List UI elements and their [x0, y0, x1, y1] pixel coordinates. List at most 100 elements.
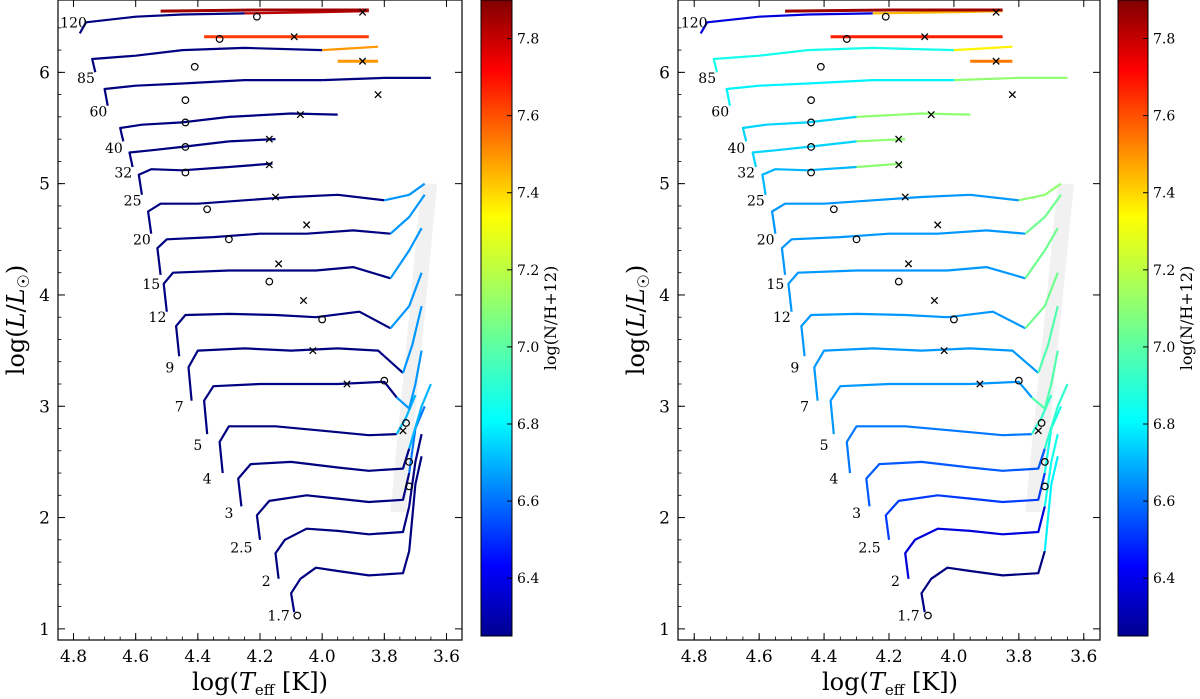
colorbar-tick-label: 7.6	[517, 109, 539, 125]
track-1.7-late	[1043, 456, 1059, 552]
mass-label-120: 120	[681, 15, 708, 31]
y-tick-label: 6	[659, 63, 670, 83]
track-12-main	[162, 266, 391, 312]
track-15-late	[389, 194, 426, 235]
y-tick-label: 1	[39, 620, 50, 640]
track-12-main	[787, 266, 1026, 312]
cross-marker	[895, 135, 903, 143]
right-tracks	[699, 8, 1069, 613]
mass-label-20: 20	[133, 232, 151, 248]
y-tick-label: 2	[39, 509, 50, 529]
y-tick-label: 4	[39, 286, 50, 306]
x-tick-label: 3.8	[371, 647, 398, 667]
track-40-late	[228, 112, 338, 118]
mass-label-4: 4	[829, 472, 838, 488]
cross-marker	[296, 110, 305, 119]
cross-marker	[895, 161, 903, 169]
track-1.7-main	[920, 550, 1046, 613]
circle-marker	[293, 611, 302, 620]
colorbar-tick-label: 6.6	[517, 494, 539, 510]
colorbar-tick-label: 7.4	[517, 186, 539, 202]
track-85-late	[953, 45, 1013, 52]
mass-label-12: 12	[773, 310, 791, 326]
mass-label-120: 120	[60, 15, 87, 31]
mass-label-85: 85	[698, 71, 716, 87]
cross-marker	[271, 193, 280, 201]
left-plot-frame	[57, 0, 463, 641]
circle-marker	[1037, 419, 1046, 427]
mass-label-32: 32	[114, 166, 132, 182]
y-tick-label: 2	[659, 509, 670, 529]
track-25-main	[137, 165, 229, 195]
track-60-main	[725, 78, 954, 106]
circle-marker	[181, 143, 190, 151]
track-9-main	[175, 310, 392, 357]
mass-label-60: 60	[711, 104, 729, 120]
mass-label-25: 25	[124, 193, 142, 209]
cross-marker	[921, 33, 929, 41]
circle-marker	[215, 35, 224, 43]
track-1.7-main	[290, 550, 411, 613]
x-tick-label: 4.0	[940, 647, 967, 667]
cross-marker	[930, 296, 939, 305]
mass-label-5: 5	[193, 438, 202, 454]
circle-marker	[1040, 458, 1049, 466]
cross-marker	[927, 110, 935, 119]
track-2-late	[1043, 433, 1059, 507]
circle-marker	[203, 205, 212, 214]
track-2-main	[274, 506, 411, 579]
circle-marker	[405, 482, 414, 491]
track-9-main	[800, 310, 1026, 357]
cross-marker	[358, 57, 367, 65]
mass-label-2: 2	[891, 574, 900, 590]
x-tick-label: 4.8	[60, 647, 87, 667]
x-tick-label: 4.6	[122, 647, 149, 667]
right-colorbar-label: log(N/H+12)	[1177, 266, 1196, 371]
circle-marker	[181, 118, 190, 127]
y-tick-label: 5	[659, 175, 670, 195]
x-tick-label: 4.2	[875, 647, 902, 667]
x-tick-label: 3.6	[1070, 647, 1097, 667]
colorbar-tick-label: 6.4	[517, 571, 539, 587]
track-7-late	[401, 305, 423, 374]
circle-marker	[190, 62, 199, 71]
colorbar-tick-label: 7.4	[1153, 186, 1175, 202]
track-40-main	[741, 115, 857, 142]
track-1.7-late	[408, 456, 423, 552]
track-4-late	[1030, 394, 1053, 435]
track-5-late	[1031, 350, 1059, 410]
track-20-late	[1018, 182, 1062, 202]
x-tick-label: 4.4	[184, 647, 211, 667]
circle-marker	[852, 235, 861, 244]
cross-marker	[290, 33, 298, 41]
left-mass-labels: 1.7 2 2.5 3 4 5 7 9 12 15 20 25 32 40 60 85 120	[60, 15, 290, 624]
circle-marker	[1040, 482, 1049, 491]
right-yaxis: 12 3 4 5 6	[659, 27, 1100, 640]
cross-marker	[992, 8, 1000, 16]
mass-label-1.7: 1.7	[897, 609, 919, 625]
colorbar-tick-label: 7.0	[1153, 340, 1175, 356]
track-60-main	[103, 78, 323, 106]
track-15-main	[156, 229, 391, 276]
track-60-late	[322, 76, 431, 82]
colorbar-tick-label: 7.0	[517, 340, 539, 356]
cross-marker	[343, 380, 351, 388]
circle-marker	[842, 35, 851, 43]
left-colorbar: 6.4 6.6 6.8 7.0 7.2 7.4 7.6 7.8 log(N/H+12)	[480, 0, 560, 637]
mass-label-25: 25	[747, 193, 765, 209]
circle-marker	[402, 419, 410, 427]
x-tick-label: 3.6	[433, 647, 460, 667]
left-xlabel: log(Teff [K])	[192, 668, 328, 699]
track-15-late	[1024, 194, 1062, 235]
colorbar-tick-label: 7.2	[1153, 263, 1175, 279]
circle-marker	[807, 96, 815, 105]
left-colorbar-label: log(N/H+12)	[541, 266, 560, 371]
track-5-main	[203, 380, 398, 435]
track-32-late	[856, 138, 906, 143]
circle-marker	[807, 118, 815, 127]
y-tick-label: 3	[659, 397, 670, 417]
circle-marker	[181, 168, 190, 177]
circle-marker	[1014, 376, 1023, 385]
circle-marker	[225, 235, 233, 244]
